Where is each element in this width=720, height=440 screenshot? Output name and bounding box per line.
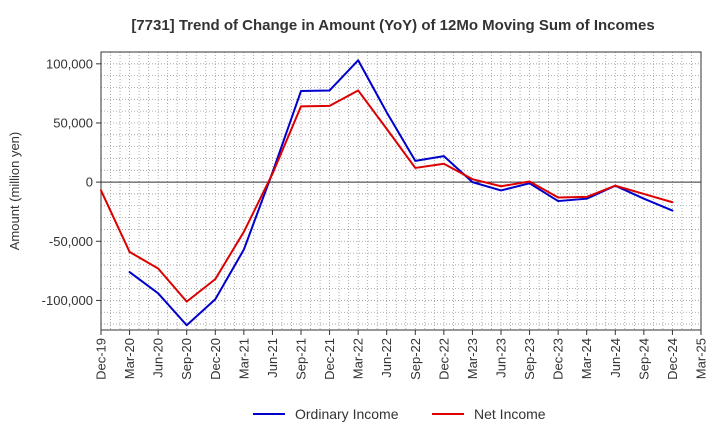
y-tick-label: 50,000 <box>53 115 93 130</box>
x-tick-label: Dec-22 <box>436 338 451 380</box>
x-tick-label: Sep-21 <box>294 338 309 380</box>
x-tick-label: Mar-21 <box>236 338 251 379</box>
y-tick-label: -100,000 <box>42 293 93 308</box>
x-tick-label: Sep-22 <box>408 338 423 380</box>
x-tick-label: Jun-22 <box>379 338 394 378</box>
x-tick-label: Mar-20 <box>122 338 137 379</box>
x-tick-label: Jun-24 <box>608 338 623 378</box>
series-layer <box>100 59 674 327</box>
x-tick-label: Dec-20 <box>208 338 223 380</box>
x-tick-label: Dec-19 <box>94 338 109 380</box>
legend: Ordinary Income Net Income <box>253 406 546 422</box>
x-tick-label: Sep-20 <box>179 338 194 380</box>
y-tick-label: 100,000 <box>46 56 93 71</box>
x-tick-label: Dec-23 <box>551 338 566 380</box>
x-tick-label: Jun-23 <box>494 338 509 378</box>
x-tick-label: Jun-21 <box>265 338 280 378</box>
y-tick-label: 0 <box>86 175 93 190</box>
legend-label: Ordinary Income <box>295 406 399 422</box>
y-axis-title: Amount (million yen) <box>7 132 22 251</box>
series-line-ordinary-income <box>128 59 674 327</box>
x-tick-label: Mar-23 <box>465 338 480 379</box>
series-line-net-income <box>100 89 674 303</box>
x-axis-ticks: Dec-19 Mar-20 Jun-20 Sep-20 Dec-20 Mar-21 Jun-… <box>94 330 709 380</box>
x-tick-label: Mar-24 <box>579 338 594 379</box>
x-tick-label: Dec-21 <box>322 338 337 380</box>
y-axis-ticks: 100,000 50,000 0 -50,000 -100,000 <box>42 56 101 308</box>
x-tick-label: Sep-24 <box>636 338 651 380</box>
x-tick-label: Mar-22 <box>351 338 366 379</box>
y-tick-label: -50,000 <box>49 234 93 249</box>
grid <box>101 52 701 330</box>
legend-label: Net Income <box>474 406 546 422</box>
x-tick-label: Dec-24 <box>665 338 680 380</box>
x-tick-label: Mar-25 <box>694 338 709 379</box>
chart-title: [7731] Trend of Change in Amount (YoY) o… <box>131 17 654 34</box>
x-tick-label: Sep-23 <box>522 338 537 380</box>
x-tick-label: Jun-20 <box>151 338 166 378</box>
